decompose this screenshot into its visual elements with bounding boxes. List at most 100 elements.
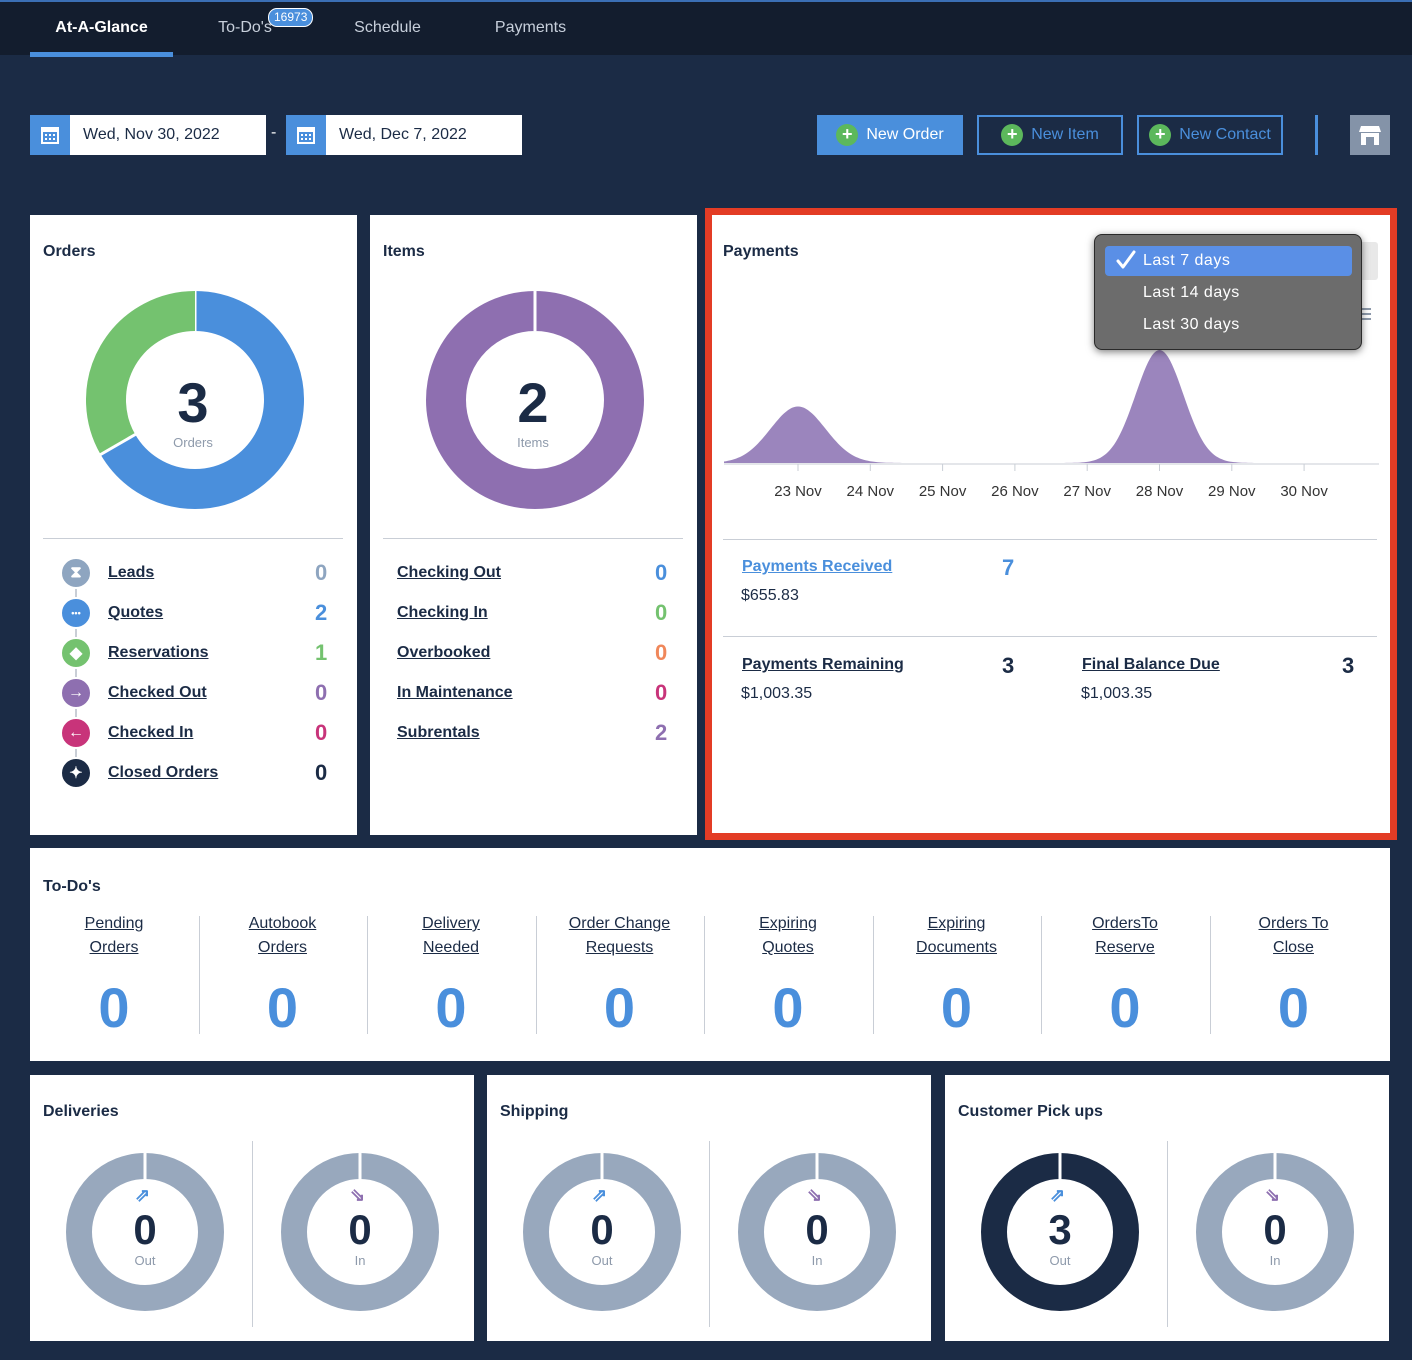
todo-label-line: Documents	[916, 939, 997, 956]
x-tick-label: 24 Nov	[847, 483, 895, 500]
tab-payments[interactable]: Payments	[494, 19, 567, 36]
items-status-count: 0	[655, 600, 668, 625]
orders-status-link[interactable]: Closed Orders	[108, 764, 219, 781]
todo-divider	[704, 916, 705, 1034]
todo-count: 0	[435, 976, 467, 1039]
todo-divider	[367, 916, 368, 1034]
tab-at-a-glance[interactable]: At-A-Glance	[30, 2, 173, 57]
todo-column: OrdersTo Reserve 0	[1041, 912, 1209, 1036]
todo-link[interactable]: Order Change Requests	[536, 912, 704, 960]
payments-received-link[interactable]: Payments Received	[742, 558, 893, 575]
toolbar-divider	[1315, 115, 1318, 155]
orders-status-list: ⧗ Leads 0 ••• Quotes 2 ◆ Reservations 1 → Checked …	[60, 555, 330, 795]
orders-status-count: 0	[315, 560, 328, 585]
todo-link[interactable]: Orders To Close	[1210, 912, 1378, 960]
outgoing-donut[interactable]: ⇗ 0 Out	[66, 1153, 224, 1311]
arrow-left-icon: ←	[60, 717, 92, 749]
outgoing-donut[interactable]: ⇗ 0 Out	[523, 1153, 681, 1311]
items-status-row: Overbooked 0	[397, 635, 672, 671]
tab-todos[interactable]: To-Do's	[205, 2, 285, 57]
orders-status-link[interactable]: Checked In	[108, 724, 194, 741]
end-date-picker[interactable]: Wed, Dec 7, 2022	[286, 115, 522, 155]
orders-status-row: ◆ Reservations 1	[60, 635, 330, 671]
new-contact-label: New Contact	[1179, 126, 1271, 143]
orders-card: Orders 3 Orders ⧗ Leads 0 ••• Quotes 2 ◆ Reserv…	[30, 215, 357, 835]
final-balance-due-count: 3	[1342, 653, 1355, 678]
payments-area-series[interactable]	[724, 350, 1379, 463]
outgoing-donut[interactable]: ⇗ 3 Out	[981, 1153, 1139, 1311]
orders-status-count: 0	[315, 760, 328, 785]
todo-link[interactable]: Expiring Documents	[873, 912, 1041, 960]
todo-link[interactable]: OrdersTo Reserve	[1041, 912, 1209, 960]
todo-column: Order Change Requests 0	[536, 912, 704, 1036]
top-nav: At-A-Glance To-Do's 16973 Schedule Payme…	[0, 0, 1412, 57]
range-option-14-days[interactable]: Last 14 days	[1105, 278, 1352, 308]
todo-label-line: Orders	[89, 939, 139, 956]
items-divider	[383, 538, 683, 539]
orders-status-link[interactable]: Leads	[108, 564, 155, 581]
highlight-frame	[705, 208, 1397, 840]
items-status-link[interactable]: Subrentals	[397, 724, 480, 741]
calendar-icon[interactable]	[286, 115, 326, 155]
final-balance-due-amount: $1,003.35	[1081, 685, 1153, 702]
items-card: Items 2 Items Checking Out 0 Checking In 0 O…	[370, 215, 697, 835]
items-status-link[interactable]: Checking Out	[397, 564, 502, 581]
start-date-picker[interactable]: Wed, Nov 30, 2022	[30, 115, 266, 155]
todo-count: 0	[772, 976, 804, 1039]
todo-label-line: Quotes	[762, 939, 814, 956]
storefront-button[interactable]	[1350, 115, 1390, 155]
todo-divider	[872, 916, 874, 1034]
incoming-donut[interactable]: ⇘ 0 In	[1196, 1153, 1354, 1311]
orders-status-link[interactable]: Reservations	[108, 644, 209, 661]
todo-link[interactable]: Pending Orders	[30, 912, 198, 960]
items-total: 2	[517, 371, 549, 434]
incoming-donut[interactable]: ⇘ 0 In	[281, 1153, 439, 1311]
calendar-icon[interactable]	[30, 115, 70, 155]
payments-divider-1	[723, 539, 1377, 540]
final-balance-due-link[interactable]: Final Balance Due	[1082, 656, 1220, 673]
items-status-link[interactable]: In Maintenance	[397, 684, 513, 701]
x-tick-label: 29 Nov	[1208, 483, 1256, 500]
payments-divider-2	[723, 636, 1377, 637]
end-date-value[interactable]: Wed, Dec 7, 2022	[339, 126, 467, 143]
todo-link[interactable]: Autobook Orders	[199, 912, 367, 960]
hourglass-icon: ⧗	[60, 557, 92, 589]
new-order-button[interactable]: + New Order	[817, 115, 963, 155]
new-item-label: New Item	[1031, 126, 1099, 143]
items-donut[interactable]	[426, 291, 644, 509]
payments-remaining-link[interactable]: Payments Remaining	[742, 656, 904, 673]
donut-center: ⇘ 0 In	[1196, 1153, 1354, 1311]
todos-count-badge: 16973	[268, 8, 314, 27]
items-status-link[interactable]: Overbooked	[397, 644, 491, 661]
orders-status-count: 0	[315, 720, 328, 745]
items-status-row: Checking In 0	[397, 595, 672, 631]
storefront-icon	[1359, 126, 1381, 145]
incoming-donut[interactable]: ⇘ 0 In	[738, 1153, 896, 1311]
items-total-label: Items	[517, 435, 549, 450]
range-option-30-days[interactable]: Last 30 days	[1105, 310, 1352, 340]
orders-donut-segment[interactable]	[86, 291, 196, 455]
start-date-value[interactable]: Wed, Nov 30, 2022	[83, 126, 220, 143]
arrow-up-right-icon: ⇗	[1050, 1185, 1066, 1205]
orders-donut[interactable]	[86, 291, 304, 509]
orders-donut-segment[interactable]	[100, 291, 304, 509]
todo-link[interactable]: Expiring Quotes	[704, 912, 872, 960]
tab-schedule[interactable]: Schedule	[354, 19, 421, 36]
new-contact-button[interactable]: + New Contact	[1137, 115, 1283, 155]
orders-status-link[interactable]: Checked Out	[108, 684, 207, 701]
orders-divider	[43, 538, 343, 539]
todos-card: To-Do's	[30, 848, 1390, 1061]
donut-center: ⇘ 0 In	[281, 1153, 439, 1311]
todo-link[interactable]: Delivery Needed	[367, 912, 535, 960]
todo-column: Expiring Documents 0	[873, 912, 1041, 1036]
range-option-7-days[interactable]: Last 7 days	[1105, 246, 1352, 276]
todo-label-line: Orders To	[1258, 915, 1329, 932]
todo-label-line: Pending	[84, 915, 144, 932]
chart-menu-icon[interactable]	[1357, 308, 1371, 320]
new-item-button[interactable]: + New Item	[977, 115, 1123, 155]
donut-gap	[98, 432, 137, 457]
items-status-link[interactable]: Checking In	[397, 604, 488, 621]
todo-column: Orders To Close 0	[1210, 912, 1378, 1036]
orders-total-label: Orders	[173, 435, 213, 450]
orders-status-link[interactable]: Quotes	[108, 604, 164, 621]
